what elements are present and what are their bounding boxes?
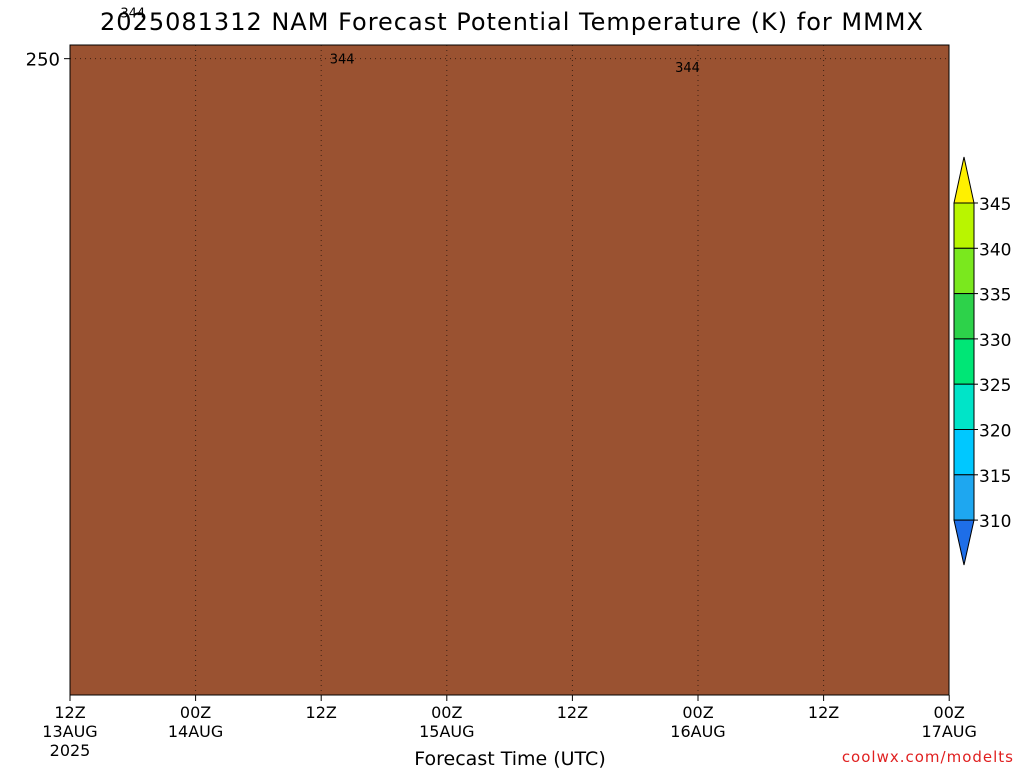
plot-area <box>70 45 949 695</box>
colorbar-label: 320 <box>979 422 1011 442</box>
colorbar-segment <box>953 293 975 340</box>
colorbar-label: 340 <box>979 240 1011 260</box>
contour-label: 344 <box>330 53 355 68</box>
plot-frame <box>69 44 950 696</box>
contour-label: 344 <box>120 6 145 21</box>
x-tick-time: 00Z <box>431 703 462 722</box>
colorbar-label: 325 <box>979 376 1011 396</box>
terrain <box>70 45 949 695</box>
x-tick-time: 12Z <box>808 703 839 722</box>
x-tick-date: 16AUG <box>670 722 725 741</box>
x-tick-time: 12Z <box>557 703 588 722</box>
colorbar-label: 335 <box>979 286 1011 306</box>
x-tick-time: 00Z <box>180 703 211 722</box>
colorbar-segment <box>953 383 975 431</box>
colorbar-segment <box>953 247 975 295</box>
contour-label: 344 <box>675 61 700 76</box>
colorbar: 310 315 320 325 330 335 340 345 <box>953 156 1011 566</box>
x-tick-time: 12Z <box>54 703 85 722</box>
colorbar-label: 310 <box>979 512 1011 532</box>
x-tick-time: 00Z <box>934 703 965 722</box>
x-tick-time: 00Z <box>682 703 713 722</box>
x-axis-label: Forecast Time (UTC) <box>414 748 605 768</box>
colorbar-segment <box>953 474 975 521</box>
colorbar-label: 330 <box>979 331 1011 351</box>
colorbar-arrow-top <box>953 156 975 204</box>
x-tick-date: 17AUG <box>921 722 976 741</box>
colorbar-arrow-bottom <box>953 519 975 566</box>
contour-labels: 3443443443403403363363363323323323283283… <box>120 6 700 76</box>
y-tick-label: 250 <box>26 50 60 71</box>
x-tick-date: 14AUG <box>168 722 223 741</box>
terrain-fill <box>70 45 949 695</box>
colorbar-segment <box>953 202 975 249</box>
x-tick-time: 12Z <box>306 703 337 722</box>
credit-link[interactable]: coolwx.com/modelts <box>842 748 1014 766</box>
x-tick-date: 15AUG <box>419 722 474 741</box>
chart-title: 2025081312 NAM Forecast Potential Temper… <box>100 8 924 36</box>
colorbar-label: 345 <box>979 195 1011 215</box>
grid-lines <box>70 45 949 695</box>
x-tick-date: 13AUG <box>42 722 97 741</box>
colorbar-segment <box>953 338 975 385</box>
y-axis-ticks: 2503003504004505005506006507007508008509… <box>26 50 70 71</box>
colorbar-segment <box>953 429 975 476</box>
x-tick-year: 2025 <box>50 741 91 760</box>
colorbar-label: 315 <box>979 467 1011 487</box>
